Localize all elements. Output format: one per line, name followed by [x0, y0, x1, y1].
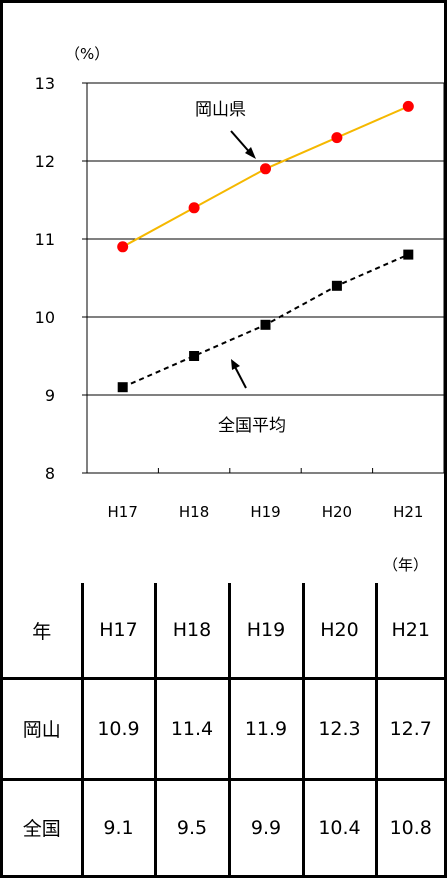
series-layer — [117, 100, 414, 393]
data-point-okayama — [260, 163, 271, 175]
x-unit-label: （年） — [383, 556, 428, 574]
y-tick-label: 12 — [35, 152, 55, 171]
table-cell: 9.9 — [227, 777, 305, 875]
table-cell: 10.9 — [80, 677, 157, 781]
table-header-cell: H18 — [153, 583, 231, 681]
x-tick-label: H17 — [108, 503, 138, 521]
data-point-okayama — [331, 132, 343, 144]
table-cell: 11.4 — [153, 677, 231, 781]
y-tick-labels: 8 9 10 11 12 13 — [35, 74, 87, 483]
table-cell: 9.5 — [153, 777, 231, 875]
table-row: 全国 9.1 9.5 9.9 10.4 10.8 — [3, 777, 444, 875]
x-tick-label: H21 — [393, 503, 423, 521]
data-point-national — [403, 249, 414, 260]
table-row-label: 全国 — [3, 777, 84, 875]
table-cell: 11.9 — [227, 677, 305, 781]
grid-lines — [87, 160, 444, 396]
data-table: 年 H17 H18 H19 H20 H21 岡山 10.9 11.4 11.9 … — [3, 583, 444, 875]
table-header-cell: H17 — [80, 583, 157, 681]
table-header-cell: H20 — [301, 583, 378, 681]
table-cell: 9.1 — [80, 777, 157, 875]
x-tick-label: H19 — [250, 503, 280, 521]
arrow-okayama — [230, 130, 256, 159]
arrow-national — [231, 359, 247, 389]
data-point-national — [117, 382, 128, 393]
data-point-okayama — [402, 100, 414, 112]
table-header-label: 年 — [3, 583, 84, 681]
table-cell: 10.4 — [301, 777, 378, 875]
y-tick-label: 10 — [35, 308, 55, 327]
table-cell: 10.8 — [374, 777, 444, 875]
series-label-okayama: 岡山県 — [195, 100, 246, 120]
x-tick-labels: H17 H18 H19 H20 H21 — [108, 468, 423, 521]
data-point-national — [260, 319, 271, 330]
plot-area — [86, 82, 444, 474]
data-point-okayama — [188, 202, 200, 214]
y-tick-label: 11 — [35, 230, 55, 249]
table-cell: 12.7 — [374, 677, 444, 781]
y-tick-label: 9 — [45, 386, 55, 405]
y-tick-label: 13 — [35, 74, 55, 93]
table-row: 岡山 10.9 11.4 11.9 12.3 12.7 — [3, 677, 444, 781]
data-point-national — [331, 280, 342, 291]
y-unit-label: （%） — [65, 45, 109, 63]
table-header-cell: H19 — [227, 583, 305, 681]
table-header-cell: H21 — [374, 583, 444, 681]
data-point-national — [189, 351, 200, 361]
data-point-okayama — [117, 241, 129, 253]
y-tick-label: 8 — [45, 464, 55, 483]
x-tick-label: H18 — [179, 503, 209, 521]
table-cell: 12.3 — [301, 677, 378, 781]
table-header-row: 年 H17 H18 H19 H20 H21 — [3, 583, 444, 681]
line-chart: （%） 8 9 10 11 12 13 H17 H18 H19 H20 H21 （年） 岡山県 全… — [35, 45, 444, 574]
series-label-national: 全国平均 — [218, 416, 286, 436]
x-tick-label: H20 — [322, 503, 352, 521]
table-row-label: 岡山 — [3, 677, 84, 781]
